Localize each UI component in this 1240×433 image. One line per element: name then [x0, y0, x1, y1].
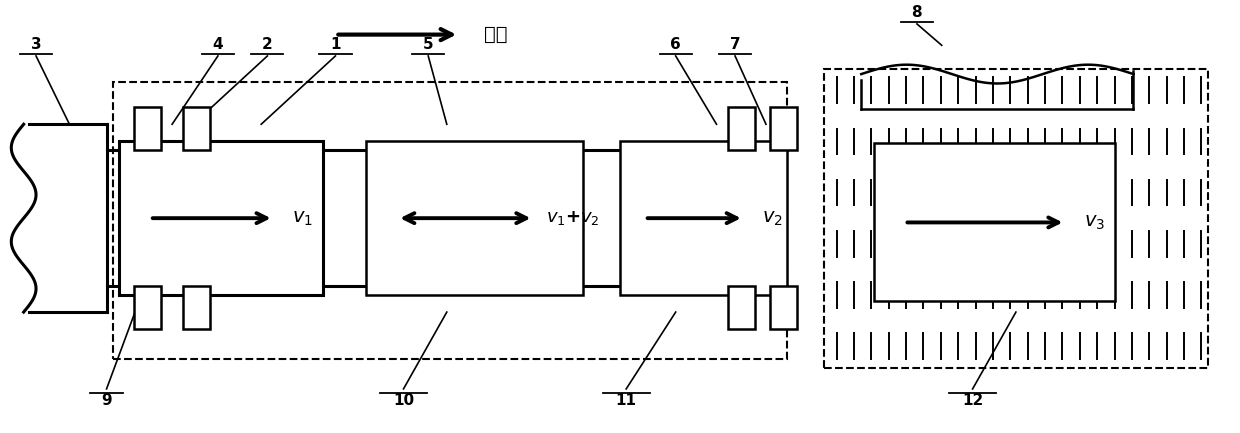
- Text: 3: 3: [31, 37, 41, 52]
- Bar: [728, 287, 755, 329]
- Bar: [770, 107, 797, 150]
- Bar: [113, 81, 787, 359]
- Bar: [825, 69, 1208, 368]
- Text: 2: 2: [262, 37, 273, 52]
- Text: $\mathit{v}_1$+$\mathit{v}_2$: $\mathit{v}_1$+$\mathit{v}_2$: [546, 209, 599, 227]
- Text: 11: 11: [616, 393, 636, 408]
- Text: 8: 8: [911, 5, 923, 19]
- Text: 6: 6: [671, 37, 681, 52]
- Bar: [184, 287, 211, 329]
- Text: 4: 4: [212, 37, 223, 52]
- Text: $\mathit{v}_2$: $\mathit{v}_2$: [763, 209, 784, 228]
- Bar: [874, 143, 1115, 301]
- Text: 7: 7: [730, 37, 740, 52]
- Text: 1: 1: [330, 37, 341, 52]
- Text: 9: 9: [102, 393, 112, 408]
- Text: 12: 12: [962, 393, 983, 408]
- Text: $\mathit{v}_1$: $\mathit{v}_1$: [293, 209, 312, 228]
- Bar: [728, 107, 755, 150]
- Text: 10: 10: [393, 393, 414, 408]
- Text: 正向: 正向: [484, 25, 507, 44]
- Bar: [366, 141, 583, 295]
- Bar: [134, 287, 161, 329]
- Text: 5: 5: [423, 37, 434, 52]
- Bar: [620, 141, 787, 295]
- Bar: [770, 287, 797, 329]
- Text: $\mathit{v}_3$: $\mathit{v}_3$: [1084, 213, 1105, 232]
- Bar: [119, 141, 324, 295]
- Bar: [134, 107, 161, 150]
- Bar: [184, 107, 211, 150]
